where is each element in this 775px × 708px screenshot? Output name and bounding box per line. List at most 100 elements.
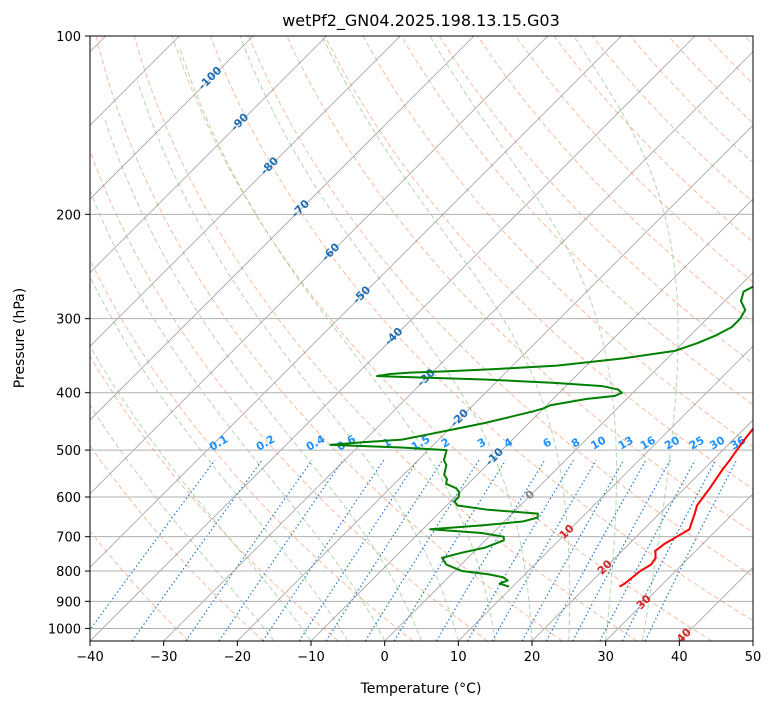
dry-adiabat: [90, 530, 190, 641]
y-axis-title: Pressure (hPa): [12, 288, 28, 388]
mixing-ratio-line: [262, 459, 385, 641]
x-tick-label: −30: [150, 650, 177, 665]
dry-adiabat: [400, 36, 753, 406]
y-tick-label: 800: [56, 565, 81, 580]
isotherms: [90, 36, 753, 641]
isotherm-label: -80: [258, 154, 281, 177]
isotherm-label: -40: [382, 325, 405, 348]
mixing-ratio-line: [131, 459, 263, 641]
y-tick-label: 700: [56, 531, 81, 546]
mixing-ratio-line: [621, 459, 717, 641]
mixing-ratio-line: [644, 459, 738, 641]
isotherm: [90, 36, 696, 641]
temperature-profile: [619, 427, 753, 588]
dry-adiabat: [248, 36, 753, 577]
moist-adiabat: [90, 189, 386, 641]
moist-adiabat: [90, 404, 275, 641]
mixing-ratio-line: [466, 459, 574, 641]
isotherm-label: -10: [483, 445, 506, 468]
dry-adiabat: [133, 36, 638, 641]
mixing-ratio-lines: [90, 459, 738, 641]
isotherm: [752, 640, 753, 641]
moist-adiabat: [573, 36, 679, 641]
x-tick-label: 10: [450, 650, 467, 665]
y-tick-label: 600: [56, 491, 81, 506]
mixing-ratio-line: [364, 459, 480, 641]
mixing-ratio-line: [185, 459, 313, 641]
dry-adiabat: [515, 36, 753, 283]
isotherm: [90, 36, 475, 421]
dry-adiabat: [668, 36, 753, 124]
x-tick-label: 20: [524, 650, 541, 665]
dry-adiabat: [171, 36, 712, 641]
dry-adiabat: [553, 36, 753, 243]
isotherm-label: -90: [228, 110, 251, 133]
isotherm: [384, 272, 753, 641]
mixing-ratio-label: 6: [541, 435, 554, 450]
pressure-gridlines: [90, 36, 753, 629]
isotherm: [605, 493, 753, 641]
moist-adiabat: [239, 36, 533, 641]
dry-adiabat: [591, 36, 753, 203]
moist-adiabats: [90, 36, 679, 641]
x-tick-label: −10: [297, 650, 324, 665]
x-tick-label: −40: [76, 650, 103, 665]
dry-adiabat: [95, 36, 563, 641]
x-tick-label: 50: [745, 650, 762, 665]
chart-title: wetPf2_GN04.2025.198.13.15.G03: [282, 11, 560, 31]
mixing-ratio-line: [325, 459, 444, 641]
mixing-ratio-line: [393, 459, 507, 641]
dry-adiabat: [286, 36, 753, 533]
dry-adiabat: [90, 149, 488, 641]
isotherm: [310, 198, 753, 641]
y-tick-label: 400: [56, 387, 81, 402]
dry-adiabat: [90, 355, 339, 641]
x-axis: −40 −30 −20 −10 0 10 20 30 40 50: [76, 641, 761, 665]
mixing-ratio-line: [521, 459, 625, 641]
x-tick-label: 30: [597, 650, 614, 665]
mixing-ratio-label: 8: [569, 436, 582, 451]
mixing-ratio-label: 2: [439, 436, 452, 451]
isotherm: [679, 566, 753, 641]
dry-adiabat: [744, 36, 753, 46]
mixing-ratio-label: 1: [380, 436, 393, 451]
isotherm: [90, 36, 622, 568]
isotherm: [237, 124, 753, 641]
isotherm-label: 10: [557, 522, 577, 542]
y-tick-label: 100: [56, 30, 81, 45]
isotherm-label: -70: [289, 197, 312, 220]
isotherm: [163, 51, 753, 641]
y-tick-label: 500: [56, 444, 81, 459]
y-tick-label: 300: [56, 313, 81, 328]
mixing-ratio-line: [435, 459, 546, 641]
dewpoint-profile: [329, 285, 753, 588]
profile-series: [329, 285, 753, 588]
isotherm-label: -100: [196, 64, 225, 93]
y-tick-label: 900: [56, 595, 81, 610]
y-tick-label: 200: [56, 208, 81, 223]
dry-adiabat: [477, 36, 753, 324]
dry-adiabat: [324, 36, 753, 490]
isotherm: [531, 419, 753, 641]
moist-adiabat: [179, 47, 496, 641]
isotherm-label: -60: [319, 240, 342, 263]
y-tick-label: 1000: [48, 622, 81, 637]
moist-adiabat: [104, 118, 422, 641]
isotherm-label: 30: [634, 592, 654, 612]
isotherm: [90, 36, 548, 495]
isotherm: [90, 36, 254, 200]
x-axis-title: Temperature (°C): [360, 681, 482, 697]
dry-adiabat: [90, 258, 414, 641]
isotherm: [458, 345, 753, 641]
mixing-ratio-line: [218, 459, 344, 641]
isotherm-label: 0: [523, 487, 538, 502]
dry-adiabat: [706, 36, 753, 85]
moist-adiabat: [321, 36, 571, 641]
dry-adiabat: [439, 36, 753, 365]
x-tick-label: −20: [224, 650, 251, 665]
plot-frame: [89, 35, 754, 642]
dry-adiabat: [210, 36, 753, 622]
y-axis: 100 200 300 400 500 600 700 800 900 1000: [48, 30, 90, 637]
isotherm-label: -50: [350, 283, 373, 306]
